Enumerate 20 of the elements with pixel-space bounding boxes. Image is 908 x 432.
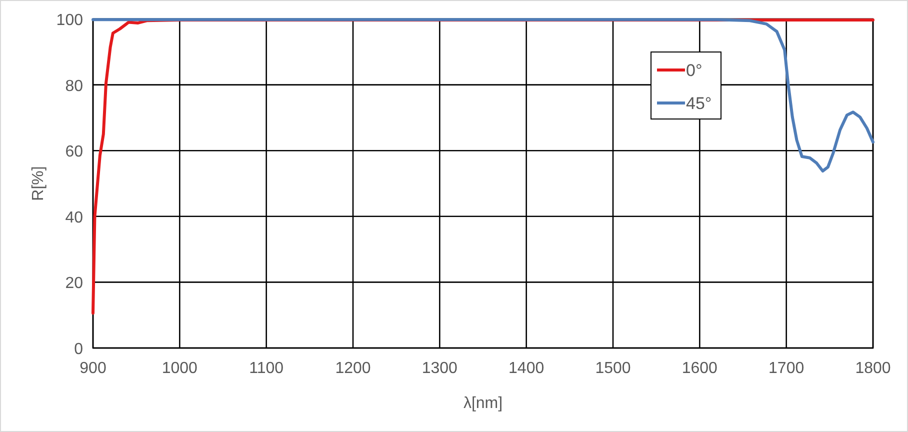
x-tick-label: 900 [80, 360, 106, 377]
legend-label: 0° [686, 61, 702, 80]
y-tick-label: 80 [65, 78, 84, 95]
y-tick-label: 0 [74, 341, 84, 358]
x-tick-label: 1100 [249, 360, 284, 377]
x-tick-label: 1400 [508, 360, 544, 377]
x-tick-label: 1600 [682, 360, 718, 377]
y-tick-label: 20 [65, 275, 84, 292]
x-tick-label: 1700 [768, 360, 804, 377]
y-axis-title: R[%] [30, 166, 47, 201]
x-tick-label: 1800 [855, 360, 891, 377]
x-axis-title: λ[nm] [463, 395, 503, 412]
x-tick-label: 1000 [162, 360, 198, 377]
y-tick-label: 40 [65, 209, 84, 226]
y-tick-label: 100 [56, 12, 84, 29]
legend-label: 45° [686, 94, 712, 113]
x-tick-label: 1200 [335, 360, 371, 377]
y-tick-label: 60 [65, 144, 84, 161]
x-tick-label: 1500 [595, 360, 631, 377]
x-tick-label: 1300 [422, 360, 458, 377]
